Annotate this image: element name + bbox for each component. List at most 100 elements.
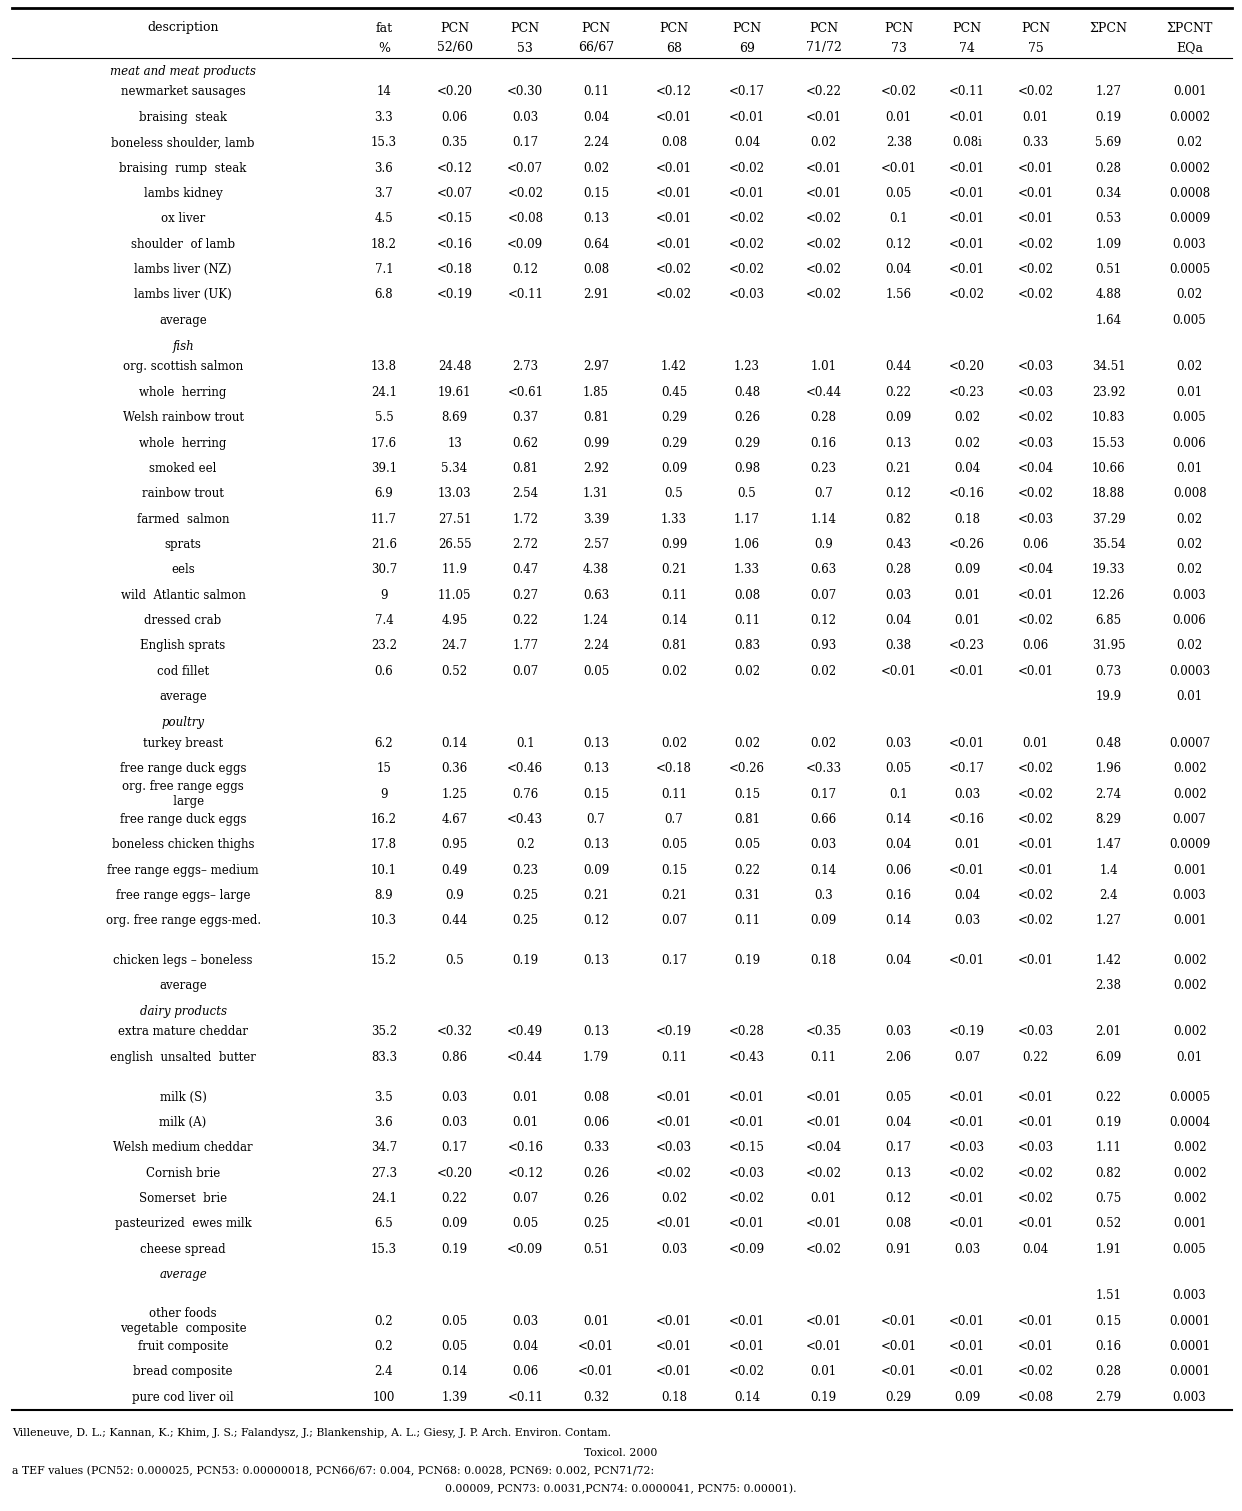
Text: 0.08: 0.08 xyxy=(734,589,760,601)
Text: cheese spread: cheese spread xyxy=(140,1242,226,1256)
Text: 1.79: 1.79 xyxy=(582,1052,609,1064)
Text: <0.09: <0.09 xyxy=(729,1242,765,1256)
Text: 0.02: 0.02 xyxy=(1176,564,1202,576)
Text: <0.02: <0.02 xyxy=(1017,763,1053,775)
Text: smoked eel: smoked eel xyxy=(149,462,217,474)
Text: 1.91: 1.91 xyxy=(1095,1242,1122,1256)
Text: 0.15: 0.15 xyxy=(1095,1315,1122,1328)
Text: 18.2: 18.2 xyxy=(371,237,397,251)
Text: 3.6: 3.6 xyxy=(375,1115,394,1129)
Text: <0.43: <0.43 xyxy=(507,813,543,827)
Text: 19.9: 19.9 xyxy=(1095,691,1122,703)
Text: <0.61: <0.61 xyxy=(507,385,543,399)
Text: <0.02: <0.02 xyxy=(1017,237,1053,251)
Text: 0.11: 0.11 xyxy=(734,914,760,928)
Text: <0.01: <0.01 xyxy=(949,665,985,678)
Text: 4.38: 4.38 xyxy=(582,564,609,576)
Text: 0.07: 0.07 xyxy=(512,1192,539,1204)
Text: 0.36: 0.36 xyxy=(441,763,468,775)
Text: Toxicol. 2000: Toxicol. 2000 xyxy=(584,1448,658,1458)
Text: 0.26: 0.26 xyxy=(734,411,760,425)
Text: 0.03: 0.03 xyxy=(954,1242,980,1256)
Text: 0.13: 0.13 xyxy=(582,736,609,749)
Text: 0.01: 0.01 xyxy=(954,839,980,851)
Text: <0.08: <0.08 xyxy=(1017,1390,1053,1404)
Text: 1.01: 1.01 xyxy=(811,360,837,373)
Text: <0.02: <0.02 xyxy=(1017,85,1053,98)
Text: 0.02: 0.02 xyxy=(1176,136,1202,150)
Text: eels: eels xyxy=(171,564,195,576)
Text: <0.01: <0.01 xyxy=(656,110,692,124)
Text: org. free range eggs-med.: org. free range eggs-med. xyxy=(106,914,261,928)
Text: <0.01: <0.01 xyxy=(806,110,842,124)
Text: 0.0004: 0.0004 xyxy=(1169,1115,1210,1129)
Text: <0.11: <0.11 xyxy=(949,85,985,98)
Text: <0.44: <0.44 xyxy=(806,385,842,399)
Text: 0.0009: 0.0009 xyxy=(1169,213,1210,225)
Text: <0.30: <0.30 xyxy=(507,85,543,98)
Text: 1.24: 1.24 xyxy=(582,613,609,627)
Text: whole  herring: whole herring xyxy=(139,437,227,450)
Text: <0.16: <0.16 xyxy=(507,1141,543,1154)
Text: <0.01: <0.01 xyxy=(949,1218,985,1230)
Text: 1.56: 1.56 xyxy=(886,289,912,302)
Text: %: % xyxy=(378,41,390,54)
Text: <0.03: <0.03 xyxy=(1017,1026,1053,1038)
Text: 0.14: 0.14 xyxy=(442,1366,468,1378)
Text: 0.0009: 0.0009 xyxy=(1169,839,1210,851)
Text: 0.04: 0.04 xyxy=(734,136,760,150)
Text: free range duck eggs: free range duck eggs xyxy=(119,813,246,827)
Text: <0.02: <0.02 xyxy=(1017,1166,1053,1180)
Text: 10.66: 10.66 xyxy=(1092,462,1125,474)
Text: braising  rump  steak: braising rump steak xyxy=(119,162,247,175)
Text: <0.01: <0.01 xyxy=(656,162,692,175)
Text: <0.44: <0.44 xyxy=(507,1052,543,1064)
Text: 35.54: 35.54 xyxy=(1092,538,1125,552)
Text: <0.11: <0.11 xyxy=(507,289,543,302)
Text: 17.6: 17.6 xyxy=(371,437,397,450)
Text: English sprats: English sprats xyxy=(140,639,226,653)
Text: <0.01: <0.01 xyxy=(949,864,985,876)
Text: 21.6: 21.6 xyxy=(371,538,397,552)
Text: 0.01: 0.01 xyxy=(954,589,980,601)
Text: 2.24: 2.24 xyxy=(582,136,609,150)
Text: 0.5: 0.5 xyxy=(738,488,756,500)
Text: 0.76: 0.76 xyxy=(512,787,539,801)
Text: 0.13: 0.13 xyxy=(582,763,609,775)
Text: 0.002: 0.002 xyxy=(1172,1192,1206,1204)
Text: 0.0003: 0.0003 xyxy=(1169,665,1210,678)
Text: <0.01: <0.01 xyxy=(656,1366,692,1378)
Text: 0.01: 0.01 xyxy=(811,1192,837,1204)
Text: <0.01: <0.01 xyxy=(806,1218,842,1230)
Text: 0.06: 0.06 xyxy=(1022,538,1048,552)
Text: 0.19: 0.19 xyxy=(1095,1115,1122,1129)
Text: <0.23: <0.23 xyxy=(949,639,985,653)
Text: 0.17: 0.17 xyxy=(661,953,687,967)
Text: 0.9: 0.9 xyxy=(815,538,833,552)
Text: 0.06: 0.06 xyxy=(441,110,468,124)
Text: shoulder  of lamb: shoulder of lamb xyxy=(132,237,235,251)
Text: 2.73: 2.73 xyxy=(512,360,538,373)
Text: 23.2: 23.2 xyxy=(371,639,397,653)
Text: <0.02: <0.02 xyxy=(881,85,917,98)
Text: PCN: PCN xyxy=(440,21,469,35)
Text: whole  herring: whole herring xyxy=(139,385,227,399)
Text: 0.11: 0.11 xyxy=(734,613,760,627)
Text: 0.003: 0.003 xyxy=(1172,237,1206,251)
Text: 0.11: 0.11 xyxy=(661,1052,687,1064)
Text: 0.29: 0.29 xyxy=(886,1390,912,1404)
Text: 8.9: 8.9 xyxy=(375,888,394,902)
Text: 0.005: 0.005 xyxy=(1172,1242,1206,1256)
Text: 0.81: 0.81 xyxy=(734,813,760,827)
Text: <0.04: <0.04 xyxy=(1017,564,1053,576)
Text: Cornish brie: Cornish brie xyxy=(147,1166,220,1180)
Text: 1.42: 1.42 xyxy=(661,360,687,373)
Text: <0.01: <0.01 xyxy=(1017,162,1053,175)
Text: pure cod liver oil: pure cod liver oil xyxy=(133,1390,233,1404)
Text: 2.57: 2.57 xyxy=(582,538,609,552)
Text: 0.08: 0.08 xyxy=(661,136,687,150)
Text: <0.01: <0.01 xyxy=(949,162,985,175)
Text: <0.01: <0.01 xyxy=(949,187,985,199)
Text: <0.01: <0.01 xyxy=(656,1218,692,1230)
Text: <0.26: <0.26 xyxy=(949,538,985,552)
